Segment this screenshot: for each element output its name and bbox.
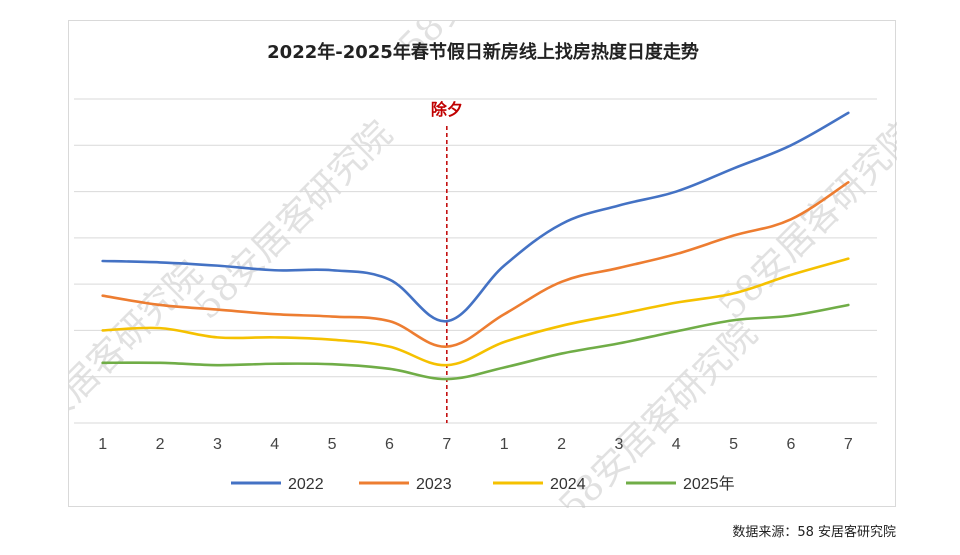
x-tick-label: 5 bbox=[729, 436, 738, 453]
series-line-2023 bbox=[101, 181, 850, 348]
x-tick-label: 3 bbox=[614, 436, 623, 453]
legend: 2022 2023 2024 2025年 bbox=[231, 475, 735, 493]
x-tick-label: 2 bbox=[156, 436, 165, 453]
x-tick-label: 7 bbox=[844, 436, 853, 453]
x-tick-label: 7 bbox=[442, 436, 451, 453]
series-line-2025年 bbox=[101, 303, 850, 381]
x-tick-label: 4 bbox=[672, 436, 681, 453]
marker-label: 除夕 bbox=[431, 100, 463, 119]
legend-label-2023: 2023 bbox=[416, 476, 452, 493]
gridlines bbox=[74, 98, 877, 424]
series-lines bbox=[101, 111, 850, 381]
line-chart: 58安居客研究院58安居客研究院58安居客研究院58安居客研究院58安居客研究院… bbox=[69, 21, 897, 508]
x-axis-ticks: 1 2 3 4 5 6 7 1 2 3 4 5 6 7 bbox=[98, 436, 853, 453]
x-tick-label: 6 bbox=[385, 436, 394, 453]
legend-label-2022: 2022 bbox=[288, 476, 324, 493]
x-tick-label: 5 bbox=[328, 436, 337, 453]
x-tick-label: 1 bbox=[500, 436, 509, 453]
watermark: 58安居客研究院 bbox=[69, 253, 210, 467]
series-line-2022 bbox=[101, 111, 850, 323]
series-line-2024 bbox=[101, 257, 850, 367]
legend-label-2024: 2024 bbox=[550, 476, 586, 493]
x-tick-label: 4 bbox=[270, 436, 279, 453]
x-tick-label: 1 bbox=[98, 436, 107, 453]
chart-frame: 58安居客研究院58安居客研究院58安居客研究院58安居客研究院58安居客研究院… bbox=[68, 20, 897, 508]
new-years-eve-marker: 除夕 bbox=[431, 100, 463, 423]
chart-title: 2022年-2025年春节假日新房线上找房热度日度走势 bbox=[267, 41, 699, 63]
x-tick-label: 3 bbox=[213, 436, 222, 453]
x-tick-label: 6 bbox=[787, 436, 796, 453]
x-tick-label: 2 bbox=[557, 436, 566, 453]
source-note: 数据来源：58 安居客研究院 bbox=[732, 525, 896, 540]
legend-label-2025年: 2025年 bbox=[683, 475, 735, 493]
